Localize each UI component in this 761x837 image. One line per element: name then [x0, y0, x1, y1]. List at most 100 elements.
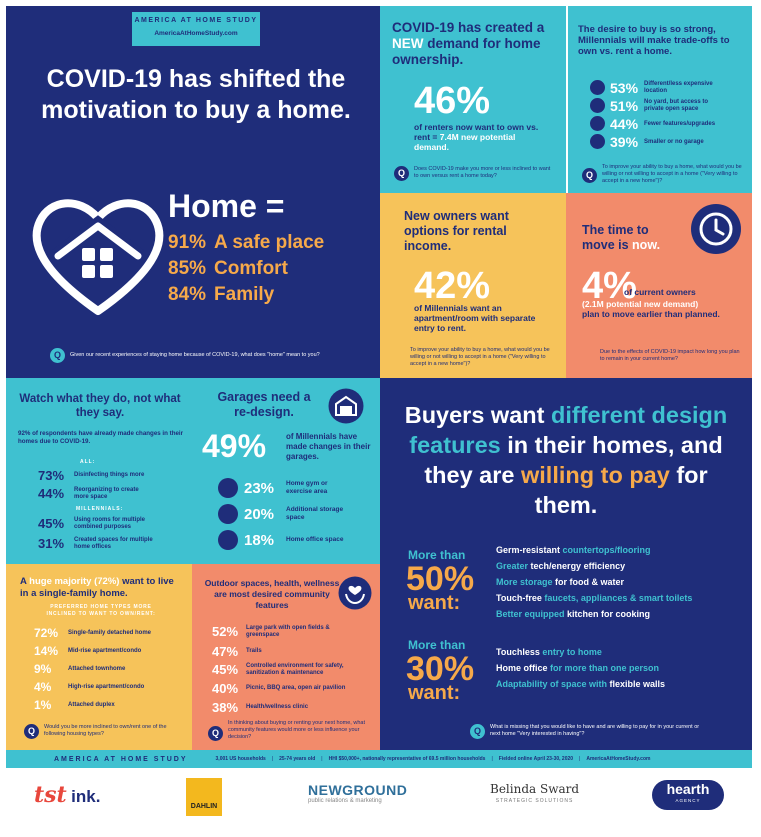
watch-label: Created spaces for multiple home offices	[74, 536, 153, 550]
outdoor-panel: Outdoor spaces, health, wellness are mos…	[192, 564, 380, 750]
watch-pct: 31%	[38, 536, 65, 551]
demand-title-a: COVID-19 has created a	[392, 20, 545, 35]
logo-bar: tst ink. DAHLIN NEWGROUND public relatio…	[0, 768, 761, 837]
outdoor-title: Outdoor spaces, health, wellness are mos…	[204, 578, 340, 610]
design-title-1: Buyers want	[404, 402, 545, 428]
design-title-6: for them.	[534, 462, 708, 518]
tradeoff-label: No yard, but access to private open spac…	[644, 99, 709, 112]
hero-panel: AMERICA AT HOME STUDY AmericaAtHomeStudy…	[6, 6, 380, 378]
garage-pct: 23%	[244, 479, 275, 497]
group1-item: Touch-free faucets, appliances & smart t…	[496, 590, 746, 606]
group2-b: want:	[408, 682, 461, 704]
garage-pct: 18%	[244, 531, 275, 549]
hero-item-label: A safe place	[214, 232, 325, 253]
group2-item: Touchless entry to home	[496, 644, 746, 660]
watch-label: Using rooms for multiple combined purpos…	[74, 516, 146, 530]
outdoor-item: 47% Trails	[212, 644, 356, 659]
heart-house-icon	[32, 199, 164, 315]
watch-mill-label: MILLENNIALS:	[76, 506, 124, 512]
tradeoff-item: 51% No yard, but access to private open …	[590, 98, 724, 114]
single-pct: 14%	[34, 644, 59, 658]
group1-pct: 50%	[406, 560, 475, 598]
question-icon: Q	[50, 348, 65, 363]
design-panel: Buyers want different design features in…	[380, 378, 752, 750]
group2-a: More than	[408, 638, 466, 652]
footer-divider: |	[321, 756, 323, 762]
outdoor-item: 40% Picnic, BBQ area, open air pavilion	[212, 681, 356, 696]
outdoor-item: 38% Health/wellness clinic	[212, 700, 356, 715]
watch-pct: 45%	[38, 516, 65, 531]
clock-icon	[691, 204, 741, 254]
watch-item: 45% Using rooms for multiple combined pu…	[38, 516, 158, 531]
garage-panel: Garages need a re-design. 49% of Millenn…	[192, 378, 380, 564]
footer-strip: AMERICA AT HOME STUDY 3,001 US household…	[6, 750, 752, 768]
tradeoff-pct: 53%	[610, 80, 639, 96]
move-title-b: now.	[632, 238, 661, 252]
rental-panel: New owners want options for rental incom…	[380, 193, 566, 378]
garage-small-icon	[590, 134, 605, 149]
single-item: 72% Single-family detached home	[34, 626, 151, 640]
study-badge-title: AMERICA AT HOME STUDY	[134, 17, 258, 24]
tradeoff-pct: 51%	[610, 98, 639, 114]
outdoor-question: In thinking about buying or renting your…	[228, 720, 365, 740]
tradeoff-item: 39% Smaller or no garage	[590, 134, 724, 150]
newground-logo-text: NEWGROUND	[308, 782, 408, 798]
single-pct: 72%	[34, 626, 59, 640]
watch-pct: 44%	[38, 486, 65, 501]
single-title: A huge majority (72%) want to live in a …	[20, 576, 184, 600]
footer-stat: HHI $50,000+, nationally representative …	[328, 756, 486, 762]
item-highlight: entry to home	[542, 647, 602, 657]
single-label: Attached townhome	[68, 666, 126, 672]
move-stat: 4%	[582, 265, 637, 307]
tst-ink-logo: tst ink.	[34, 782, 100, 808]
demand-title-new: NEW	[392, 36, 424, 51]
tradeoff-label: Smaller or no garage	[644, 138, 704, 145]
outdoor-pct: 38%	[212, 700, 239, 715]
single-pct: 1%	[34, 698, 52, 712]
office-icon	[218, 530, 238, 550]
move-desc-b: (2.1M potential new demand)	[582, 299, 699, 309]
hero-title: COVID-19 has shifted the motivation to b…	[41, 65, 351, 124]
demand-desc: of renters now want to own vs. rent = 7.…	[414, 122, 544, 152]
item-highlight: kitchen for cooking	[567, 609, 651, 619]
item-highlight: countertops/flooring	[562, 545, 651, 555]
single-title-huge: huge majority (72%)	[29, 576, 120, 587]
single-label: Mid-rise apartment/condo	[68, 648, 142, 654]
rental-question: To improve your ability to buy a home, w…	[410, 347, 550, 367]
outdoor-label: Trails	[246, 648, 262, 654]
hearth-logo-sub: AGENCY	[675, 798, 701, 803]
study-badge-url: AmericaAtHomeStudy.com	[154, 30, 238, 37]
item-highlight: flexible walls	[609, 679, 666, 689]
single-item: 9% Attached townhome	[34, 662, 125, 676]
single-pct: 4%	[34, 680, 52, 694]
design-title-5: willing to pay	[520, 462, 670, 488]
watch-title: Watch what they do, not what they say.	[19, 393, 181, 419]
hero-item-label: Family	[214, 284, 275, 305]
garage-title: Garages need a re-design.	[217, 390, 311, 419]
yard-icon	[590, 98, 605, 113]
group2-list: Touchless entry to home Home office for …	[496, 644, 746, 692]
question-icon: Q	[470, 724, 485, 739]
demand-title-b: demand for home ownership.	[392, 36, 541, 67]
single-label: Attached duplex	[68, 702, 115, 708]
garage-pct: 20%	[244, 505, 275, 523]
demand-title: COVID-19 has created a NEW demand for ho…	[392, 20, 557, 68]
question-icon: Q	[208, 726, 223, 741]
tst-logo-prefix: tst	[34, 782, 67, 808]
hero-item: 84% Family	[168, 284, 274, 306]
watch-subtitle: 92% of respondents have already made cha…	[18, 430, 184, 445]
item-white: Better equipped	[496, 609, 565, 619]
tradeoffs-panel: The desire to buy is so strong, Millenni…	[568, 6, 752, 193]
item-highlight: faucets, appliances & smart toilets	[544, 593, 693, 603]
hearth-logo: hearth AGENCY	[652, 780, 724, 810]
outdoor-item: 52% Large park with open fields & greens…	[212, 624, 356, 639]
outdoor-pct: 45%	[212, 662, 239, 677]
single-label: Single-family detached home	[68, 630, 152, 636]
outdoor-pct: 52%	[212, 624, 239, 639]
garage-item: 20% Additional storage space	[218, 504, 350, 524]
item-highlight: tech/energy efficiency	[530, 561, 626, 571]
footer-stat: 3,001 US households	[215, 756, 266, 762]
item-white: Germ-resistant	[496, 545, 561, 555]
demand-desc-a: of renters now want to own vs. rent =	[414, 122, 539, 142]
hero-item-pct: 85%	[168, 258, 207, 279]
